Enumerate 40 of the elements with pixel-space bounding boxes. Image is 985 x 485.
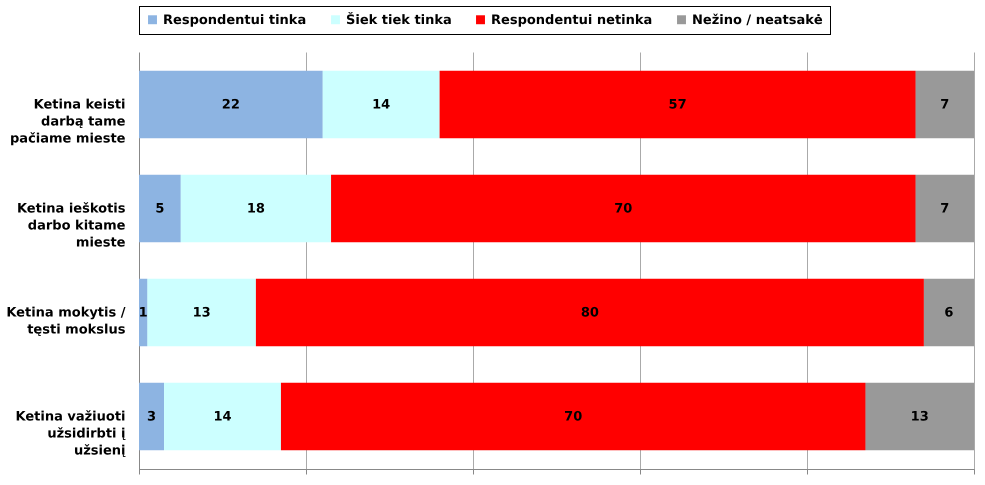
bar [916, 174, 974, 242]
bar [147, 278, 256, 346]
bar [280, 382, 866, 450]
bar [139, 278, 148, 346]
data-label: 18 [246, 202, 265, 217]
y-tick-label: Ketina važiuoti užsidirbti į užsienį [15, 409, 126, 458]
y-tick-label: Ketina mokytis / tęsti mokslus [6, 305, 126, 338]
bar [256, 278, 924, 346]
data-label: 6 [944, 305, 954, 320]
legend-label: Nežino / neatsakė [692, 12, 823, 28]
bar [139, 70, 323, 138]
bar [139, 174, 181, 242]
data-label: 14 [372, 98, 390, 113]
data-label: 5 [155, 202, 164, 217]
bar [924, 278, 974, 346]
bar [916, 70, 974, 138]
bar [180, 174, 332, 242]
y-tick-label: Ketina ieškotis darbo kitame mieste [16, 202, 126, 251]
bar [865, 382, 974, 450]
data-label: 3 [147, 409, 156, 424]
data-label: 7 [940, 98, 950, 113]
data-label: 14 [213, 409, 232, 424]
data-label: 70 [564, 409, 582, 424]
data-label: 57 [668, 98, 687, 113]
legend-label: Respondentui tinka [163, 12, 306, 28]
bar [139, 382, 164, 450]
bar [322, 70, 440, 138]
data-label: 22 [222, 98, 240, 113]
data-label: 13 [192, 305, 211, 320]
bar [440, 70, 916, 138]
data-label: 1 [138, 305, 148, 320]
data-label: 70 [614, 202, 632, 217]
data-label: 13 [910, 409, 929, 424]
y-tick-label: Ketina keisti darbą tame pačiame mieste [10, 98, 126, 147]
legend-label: Respondentui netinka [491, 12, 652, 28]
legend-label: Šiek tiek tinka [346, 10, 452, 28]
bar [331, 174, 916, 242]
data-label: 80 [580, 305, 599, 320]
bar [164, 382, 281, 450]
data-label: 7 [940, 202, 950, 217]
